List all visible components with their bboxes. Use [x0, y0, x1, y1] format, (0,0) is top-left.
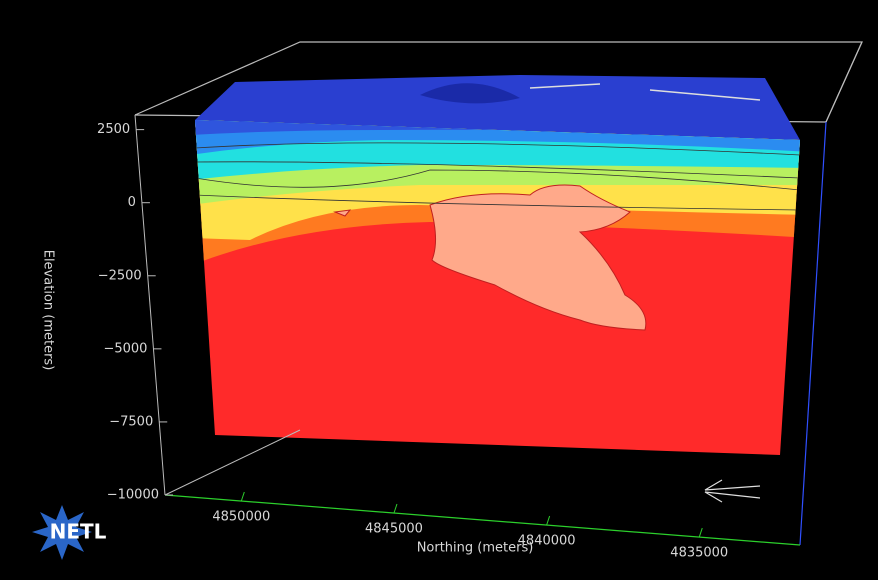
- x-tick-label: 4845000: [365, 522, 423, 537]
- y-tick-label: −7500: [109, 414, 153, 429]
- y-tick-label: 0: [128, 195, 136, 210]
- x-tick: [699, 528, 702, 537]
- logo-text: NETL: [50, 520, 107, 544]
- x-tick-label: 4850000: [212, 510, 270, 525]
- y-tick-label: −10000: [107, 488, 159, 503]
- y-tick-label: −5000: [103, 341, 147, 356]
- page: {"chart_data": {"type": "volume", "ylabe…: [0, 0, 878, 576]
- y-tick-label: 2500: [97, 122, 130, 137]
- y-axis-line: [135, 115, 165, 495]
- north-arrow: [705, 480, 760, 502]
- box-edge: [165, 430, 300, 495]
- x-tick: [547, 516, 550, 525]
- logo: NETL: [32, 505, 107, 560]
- chart: Elevation (meters) Northing (meters) NET…: [0, 0, 878, 576]
- x-tick-label: 4835000: [670, 546, 728, 561]
- x-tick: [241, 492, 244, 501]
- x-tick: [394, 504, 397, 513]
- y-axis-title: Elevation (meters): [41, 250, 56, 371]
- y-tick-label: −2500: [98, 268, 142, 283]
- x-tick-label: 4840000: [518, 534, 576, 549]
- x-axis-title: Northing (meters): [417, 541, 534, 556]
- front-face: [190, 110, 810, 470]
- box-edge: [800, 122, 826, 545]
